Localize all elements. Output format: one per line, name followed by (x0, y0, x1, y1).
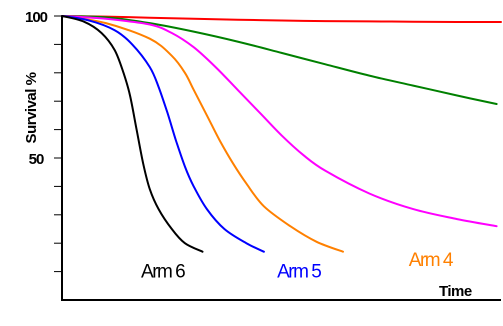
series-label-arm-4: Arm 4 (409, 250, 454, 271)
y-tick-label-100: 100 (25, 9, 48, 26)
series-label-arm-6: Arm 6 (141, 261, 185, 282)
series-line-arm-5 (61, 15, 265, 253)
series-label-arm-5: Arm 5 (277, 261, 321, 282)
y-tick-label-50: 50 (29, 151, 44, 168)
y-axis-title: Survival % (23, 72, 40, 143)
series-lines (61, 15, 502, 253)
series-line-arm-1 (61, 15, 502, 23)
series-line-arm-6 (61, 15, 204, 253)
x-axis-title: Time (439, 283, 472, 300)
series-line-arm-2 (61, 15, 498, 105)
axes (61, 16, 501, 301)
series-line-arm-4 (61, 15, 344, 253)
series-line-arm-3 (61, 15, 498, 228)
y-axis-ticks: 100 50 (25, 9, 62, 273)
